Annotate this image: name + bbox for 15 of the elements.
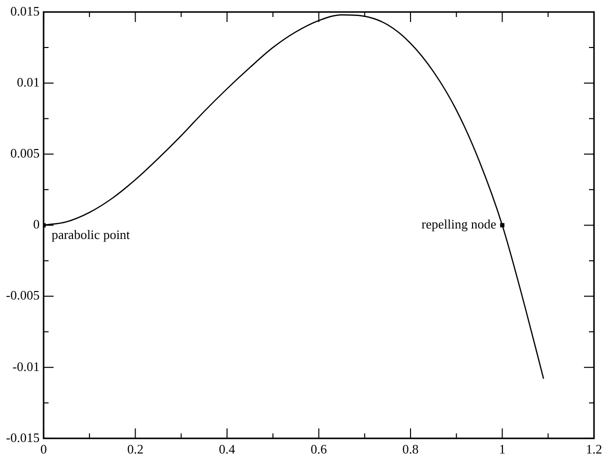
x-tick-label: 1.2 (586, 442, 602, 457)
x-tick-label: 1 (499, 442, 506, 457)
y-tick-label: 0.01 (16, 74, 40, 90)
x-tick-label: 0.6 (310, 442, 328, 457)
y-tick-label: 0.005 (10, 146, 40, 161)
x-tick-label: 0.8 (402, 442, 419, 457)
annotation: repelling node (422, 216, 496, 232)
x-tick-label: 0.4 (218, 442, 236, 457)
x-tick-label: 0.2 (127, 442, 144, 457)
y-tick-label: 0 (33, 216, 40, 232)
annotation: parabolic point (52, 227, 130, 242)
y-tick-label: -0.01 (12, 358, 40, 374)
y-tick-label: 0.015 (10, 3, 40, 18)
y-tick-label: -0.015 (6, 430, 40, 445)
y-tick-label: -0.005 (6, 288, 40, 303)
